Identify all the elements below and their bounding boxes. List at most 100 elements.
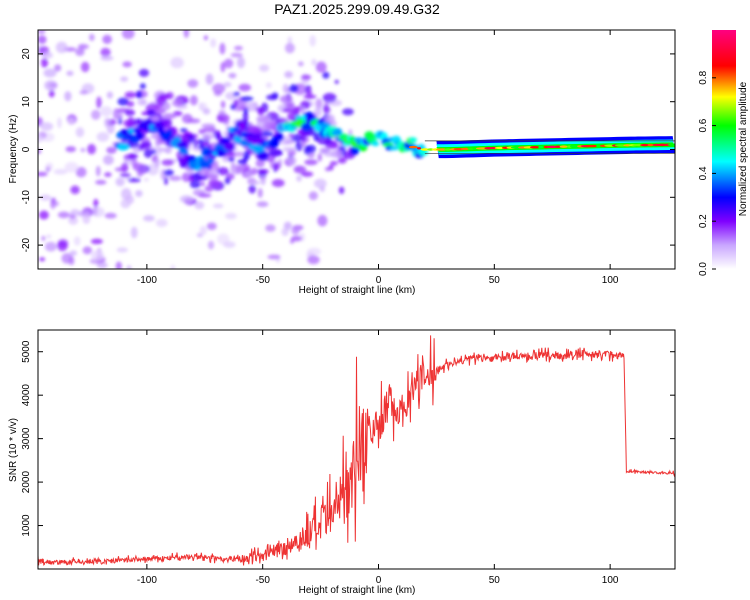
spectrogram-band-core bbox=[555, 145, 562, 148]
spectrogram-blob bbox=[38, 134, 44, 143]
spectrogram-blob bbox=[179, 195, 194, 203]
spectrogram-blob bbox=[115, 177, 125, 187]
spectrogram-blob bbox=[317, 153, 323, 162]
spectrogram-blob bbox=[104, 172, 112, 178]
spectrogram-blob bbox=[68, 256, 75, 266]
spectrogram-ridge-blob bbox=[300, 122, 313, 132]
spectrogram-ridge-blob bbox=[256, 151, 269, 161]
spectrogram-blob bbox=[120, 162, 129, 173]
spectrogram-blob bbox=[38, 30, 46, 34]
spectrogram-blob bbox=[38, 149, 42, 154]
spectrogram-blob bbox=[154, 157, 160, 168]
spectrogram-blob bbox=[45, 162, 54, 170]
spectrogram-blob bbox=[208, 174, 219, 181]
spectrogram-blob bbox=[249, 180, 261, 185]
spectrogram-blob bbox=[106, 91, 114, 99]
spectrogram-blob bbox=[115, 261, 122, 269]
spectrogram-blob bbox=[205, 73, 214, 85]
spectrogram-ridge-blob bbox=[128, 127, 136, 134]
spectrogram-blob bbox=[82, 246, 93, 255]
spectrogram-band-core bbox=[417, 147, 422, 150]
spectrogram-blob bbox=[256, 201, 269, 208]
spectrogram-blob bbox=[216, 113, 230, 123]
spectrogram-blob bbox=[223, 58, 234, 69]
spectrogram-blob bbox=[126, 265, 132, 269]
spectrogram-blob bbox=[64, 91, 72, 102]
spectrogram-ridge-blob bbox=[349, 146, 360, 156]
spectrogram-blob bbox=[230, 164, 244, 175]
spectrogram-blob bbox=[201, 133, 216, 140]
snr-ytick-label: 2000 bbox=[21, 471, 32, 494]
spectrogram-blob bbox=[334, 79, 339, 84]
spectrogram-blob bbox=[193, 138, 198, 149]
spectrogram-blob bbox=[54, 64, 62, 72]
spectrogram-blob bbox=[96, 261, 108, 269]
spectrogram-blob bbox=[55, 41, 68, 54]
spectrogram-blob bbox=[102, 34, 112, 44]
spectrogram-blob bbox=[44, 80, 58, 91]
spectrogram-blob bbox=[138, 68, 150, 77]
spectrogram-xlabel: Height of straight line (km) bbox=[299, 285, 416, 296]
spectrogram-blob bbox=[260, 175, 266, 186]
spectrogram-blob bbox=[268, 148, 283, 157]
spectrogram-blob bbox=[79, 90, 89, 95]
spectrogram-ridge-blob bbox=[176, 141, 188, 149]
spectrogram-blob bbox=[161, 159, 174, 166]
spectrogram-blob bbox=[104, 212, 117, 219]
spectrogram-blob bbox=[201, 123, 216, 129]
spectrogram-blob bbox=[82, 213, 91, 225]
spectrogram-blob bbox=[187, 79, 199, 88]
spectrogram-blob bbox=[184, 134, 196, 139]
spectrogram-blob bbox=[306, 89, 313, 100]
spectrogram-blob bbox=[87, 143, 97, 155]
snr-ylabel: SNR (10 * v/v) bbox=[8, 418, 19, 482]
spectrogram-blob bbox=[172, 99, 183, 107]
spectrogram-blob bbox=[119, 173, 132, 178]
spectrogram-xtick-label: 0 bbox=[376, 275, 382, 286]
spectrogram-blob bbox=[135, 164, 149, 175]
snr-ytick-label: 5000 bbox=[21, 340, 32, 363]
spectrogram-ridge-blob bbox=[270, 140, 280, 146]
spectrogram-blob bbox=[317, 214, 328, 227]
spectrogram-blob bbox=[57, 240, 68, 252]
spectrogram-band-core bbox=[667, 143, 675, 146]
spectrogram-blob bbox=[284, 140, 295, 145]
snr-ytick-label: 3000 bbox=[21, 427, 32, 450]
spectrogram-blob bbox=[127, 117, 134, 128]
spectrogram-blob bbox=[287, 36, 292, 45]
spectrogram-blob bbox=[90, 109, 101, 120]
spectrogram-blob bbox=[194, 201, 205, 210]
spectrogram-blob bbox=[53, 168, 68, 175]
spectrogram-blob bbox=[163, 169, 174, 177]
spectrogram-blob bbox=[256, 168, 269, 174]
spectrogram-blob bbox=[206, 222, 217, 231]
colorbar-label: Normalized spectral amplitude bbox=[738, 81, 749, 216]
spectrogram-blob bbox=[304, 159, 318, 166]
spectrogram-blob bbox=[322, 92, 337, 103]
spectrogram-blob bbox=[300, 106, 305, 116]
spectrogram-blob bbox=[43, 68, 57, 78]
spectrogram-blob bbox=[96, 131, 110, 142]
spectrogram-blob bbox=[303, 145, 311, 155]
spectrogram-blob bbox=[46, 234, 52, 239]
spectrogram-blob bbox=[127, 153, 139, 160]
colorbar: 0.0 0.2 0.4 0.6 0.8 Normalized spectral ampl… bbox=[698, 30, 749, 276]
snr-series-line bbox=[38, 335, 675, 567]
spectrogram-blob bbox=[198, 128, 206, 135]
colorbar-tick-label: 0.4 bbox=[698, 166, 709, 180]
spectrogram-blob bbox=[75, 166, 87, 178]
spectrogram-blob bbox=[228, 72, 237, 79]
spectrogram-blob bbox=[80, 61, 90, 73]
spectrogram-blob bbox=[90, 238, 103, 245]
spectrogram-blob bbox=[95, 165, 101, 177]
spectrogram-blob bbox=[106, 146, 117, 154]
spectrogram-blob bbox=[103, 154, 114, 166]
spectrogram-blob bbox=[39, 257, 46, 262]
spectrogram-ridge-blob bbox=[194, 165, 203, 171]
spectrogram-blob bbox=[42, 51, 53, 59]
spectrogram-blob bbox=[70, 185, 80, 195]
spectrogram-blob bbox=[188, 174, 194, 183]
spectrogram-ytick-label: -10 bbox=[21, 190, 32, 205]
